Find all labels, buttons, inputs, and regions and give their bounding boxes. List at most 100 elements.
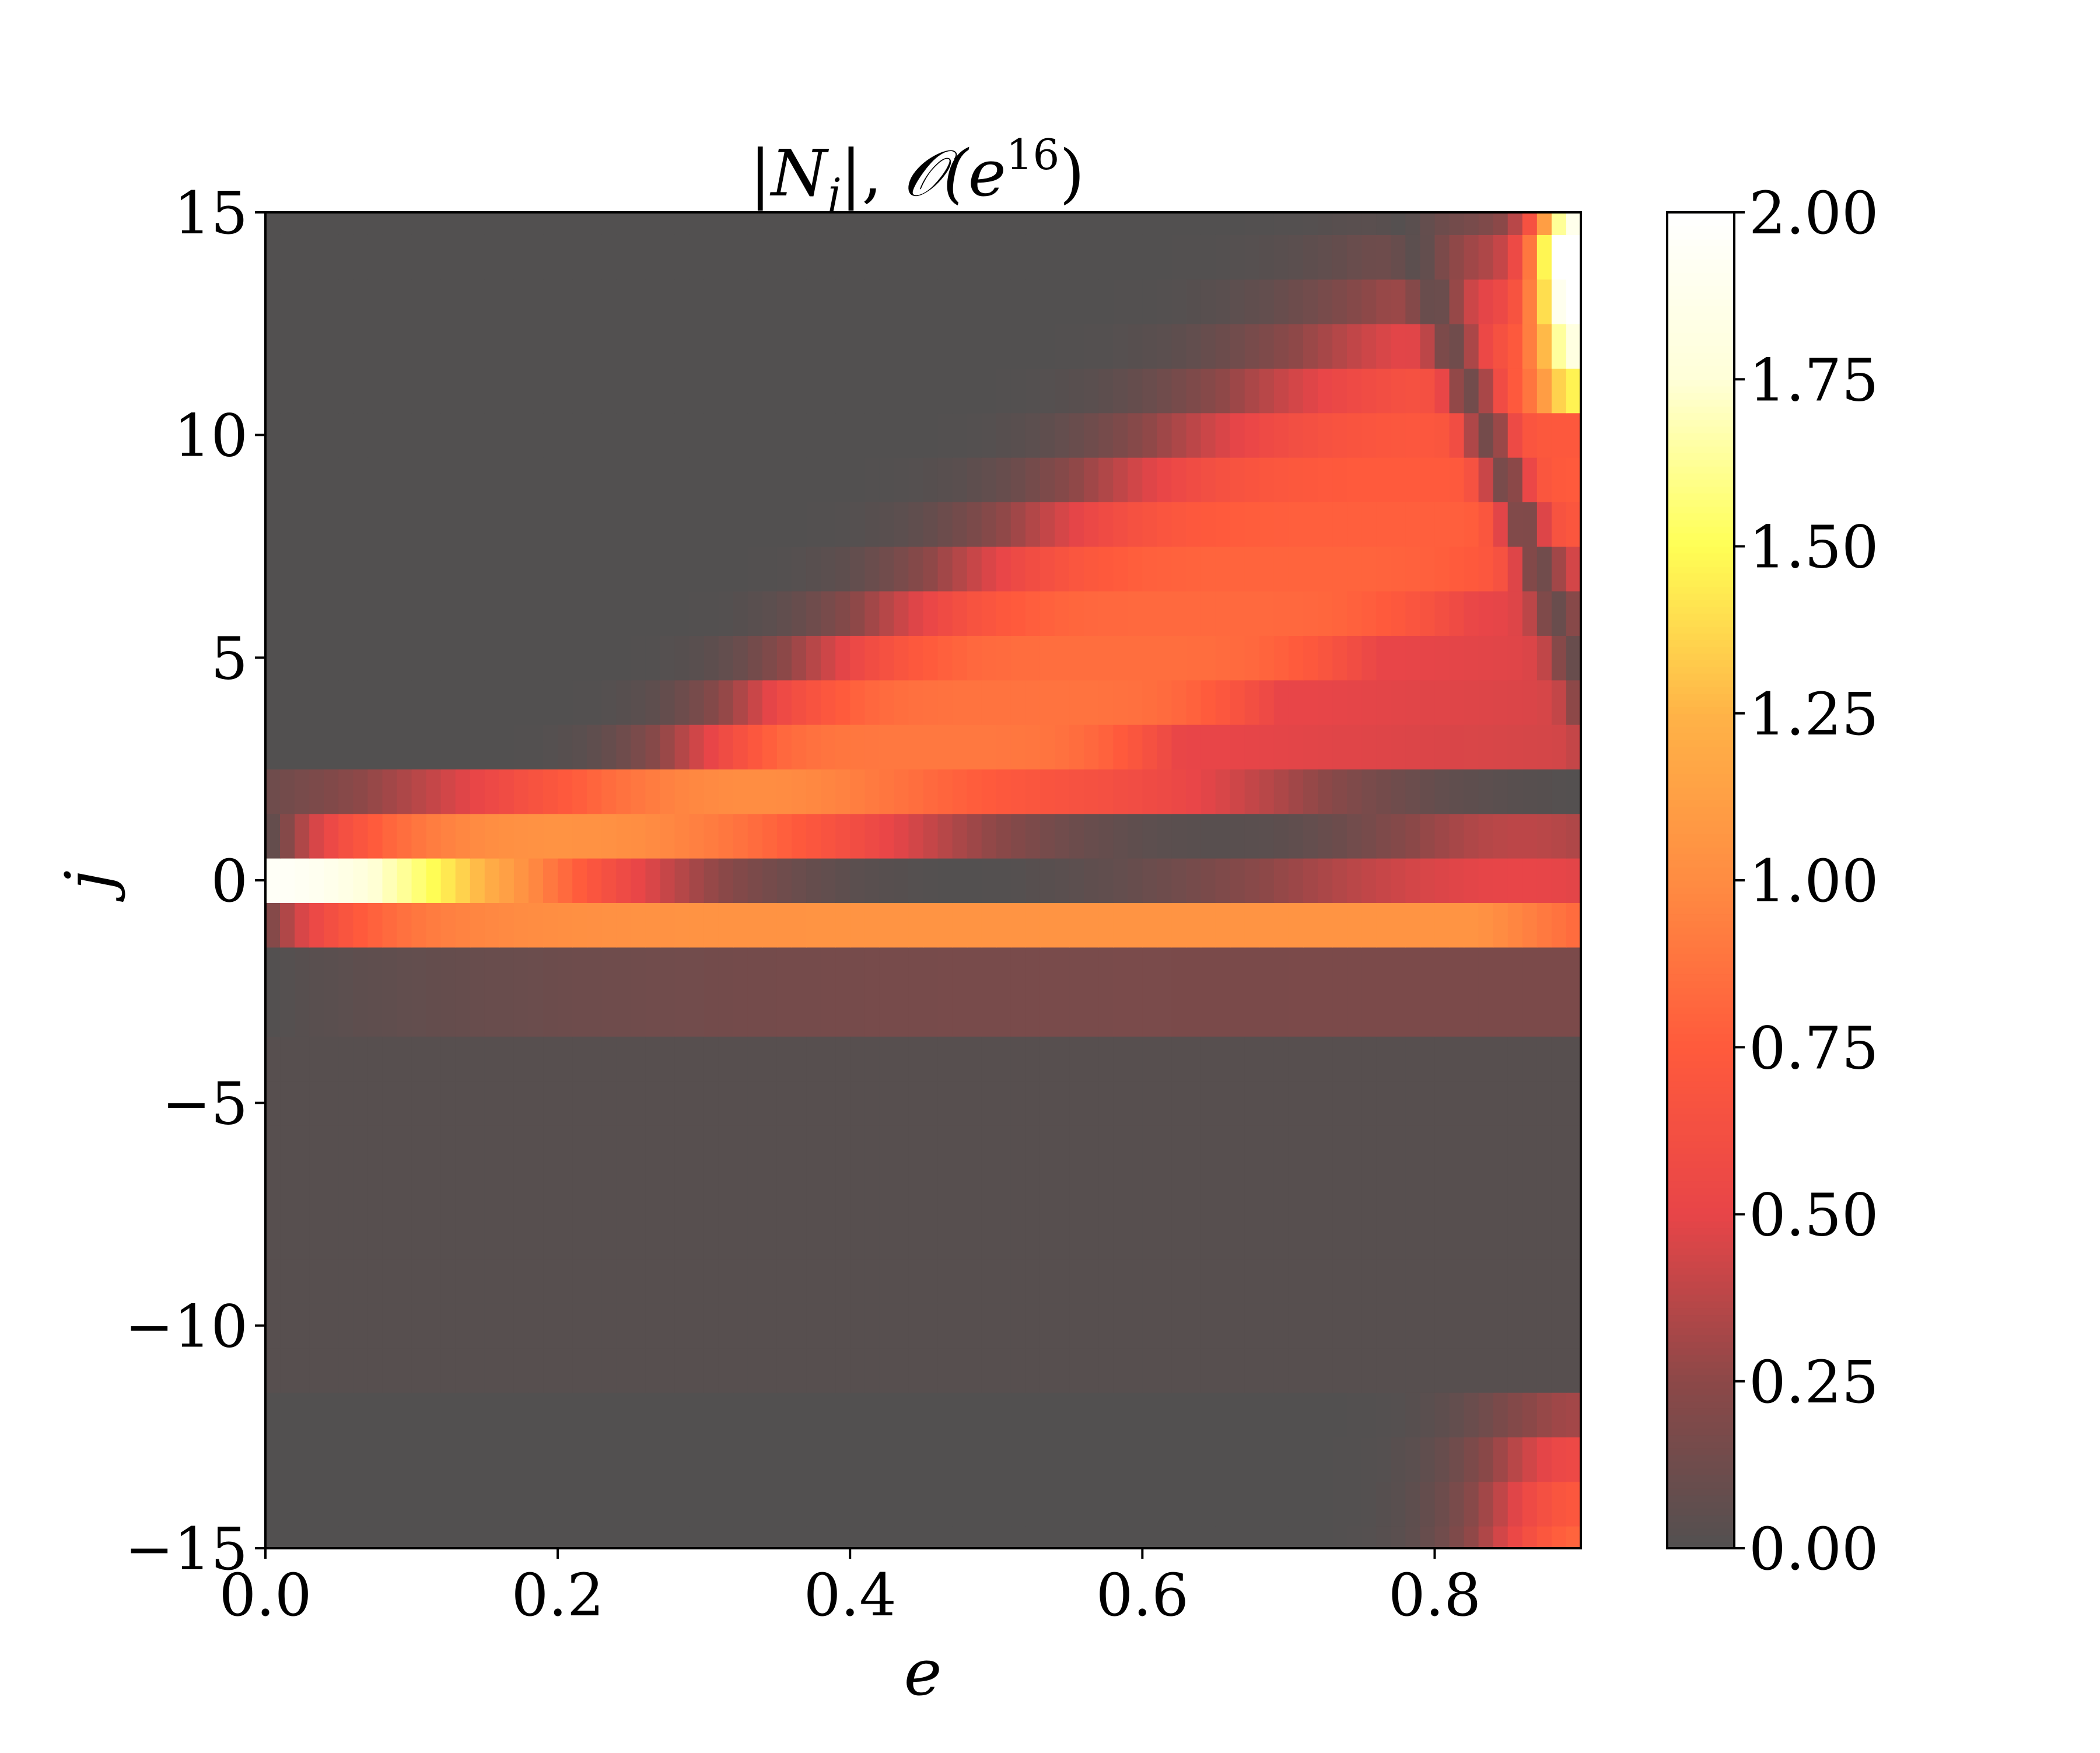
heatmap-cell (631, 546, 646, 592)
heatmap-cell (1478, 1125, 1494, 1170)
heatmap-cell (1391, 279, 1406, 324)
colorbar-segment (1667, 1201, 1734, 1208)
colorbar-segment (1667, 726, 1734, 734)
heatmap-cell (484, 902, 500, 948)
heatmap-cell (952, 1303, 968, 1349)
heatmap-cell (1113, 1125, 1129, 1170)
heatmap-cell (850, 235, 866, 280)
heatmap-cell (718, 1036, 734, 1082)
heatmap-cell (718, 457, 734, 502)
heatmap-cell (967, 1170, 982, 1215)
heatmap-cell (397, 635, 412, 681)
heatmap-cell (1522, 1214, 1538, 1259)
heatmap-cell (324, 279, 340, 324)
heatmap-cell (1362, 1214, 1377, 1259)
heatmap-cell (382, 235, 398, 280)
heatmap-cell (1303, 368, 1318, 414)
heatmap-cell (1040, 635, 1055, 681)
heatmap-cell (762, 1125, 778, 1170)
heatmap-cell (689, 680, 705, 725)
heatmap-cell (1566, 1437, 1581, 1482)
heatmap-cell (601, 1080, 617, 1126)
heatmap-cell (1288, 724, 1304, 769)
colorbar-tick-label: 2.00 (1749, 179, 1879, 247)
heatmap-cell (616, 1036, 632, 1082)
heatmap-cell (1303, 1214, 1318, 1259)
heatmap-cell (1113, 724, 1129, 769)
colorbar-segment (1667, 1361, 1734, 1369)
heatmap-cell (1186, 279, 1202, 324)
heatmap-cell (952, 1258, 968, 1304)
heatmap-cell (747, 212, 763, 235)
heatmap-cell (923, 546, 939, 592)
heatmap-cell (601, 858, 617, 903)
heatmap-cell (1069, 1214, 1084, 1259)
heatmap-cell (528, 1481, 544, 1527)
heatmap-cell (1055, 212, 1070, 235)
heatmap-cell (1040, 1392, 1055, 1437)
heatmap-cell (280, 1214, 295, 1259)
colorbar-segment (1667, 1100, 1734, 1108)
heatmap-cell (1522, 680, 1538, 725)
heatmap-cell (864, 279, 880, 324)
heatmap-cell (631, 947, 646, 992)
heatmap-cell (952, 412, 968, 458)
heatmap-cell (1084, 1392, 1099, 1437)
heatmap-cell (338, 724, 354, 769)
heatmap-cell (440, 902, 456, 948)
heatmap-cell (543, 947, 558, 992)
heatmap-cell (821, 1170, 836, 1215)
colorbar-segment (1667, 1348, 1734, 1355)
heatmap-cell (1025, 1214, 1041, 1259)
heatmap-cell (631, 1258, 646, 1304)
heatmap-cell (1200, 590, 1216, 636)
heatmap-cell (1420, 769, 1436, 814)
heatmap-cell (601, 1303, 617, 1349)
heatmap-cell (1200, 1437, 1216, 1482)
heatmap-cell (1069, 1125, 1084, 1170)
heatmap-cell (558, 724, 573, 769)
heatmap-cell (645, 1437, 661, 1482)
heatmap-cell (1536, 1125, 1552, 1170)
heatmap-cell (1347, 1348, 1362, 1393)
heatmap-cell (1259, 1258, 1275, 1304)
heatmap-cell (1069, 680, 1084, 725)
heatmap-cell (821, 991, 836, 1037)
heatmap-cell (426, 991, 442, 1037)
colorbar-segment (1667, 426, 1734, 433)
heatmap-cell (1025, 546, 1041, 592)
heatmap-cell (1273, 947, 1289, 992)
heatmap-cell (1171, 724, 1187, 769)
heatmap-cell (1507, 546, 1523, 592)
colorbar-segment (1667, 326, 1734, 333)
heatmap-cell (1171, 947, 1187, 992)
heatmap-cell (528, 412, 544, 458)
heatmap-cell (601, 769, 617, 814)
heatmap-cell (324, 1481, 340, 1527)
heatmap-cell (1098, 1080, 1114, 1126)
heatmap-cell (1493, 1481, 1508, 1527)
heatmap-cell (733, 680, 748, 725)
heatmap-cell (280, 1303, 295, 1349)
heatmap-cell (513, 680, 529, 725)
heatmap-cell (1318, 457, 1333, 502)
heatmap-cell (1420, 1170, 1436, 1215)
heatmap-cell (806, 457, 821, 502)
heatmap-cell (996, 769, 1012, 814)
heatmap-cell (762, 412, 778, 458)
heatmap-cell (821, 1080, 836, 1126)
heatmap-cell (850, 858, 866, 903)
heatmap-cell (1551, 858, 1567, 903)
heatmap-cell (1200, 1348, 1216, 1393)
heatmap-cell (1230, 769, 1245, 814)
heatmap-cell (967, 235, 982, 280)
heatmap-cell (470, 1125, 485, 1170)
heatmap-cell (470, 902, 485, 948)
heatmap-cell (733, 1525, 748, 1549)
heatmap-cell (1171, 323, 1187, 369)
heatmap-cell (776, 502, 792, 547)
heatmap-cell (484, 769, 500, 814)
heatmap-cell (1507, 457, 1523, 502)
heatmap-cell (265, 235, 281, 280)
heatmap-cell (295, 1125, 310, 1170)
